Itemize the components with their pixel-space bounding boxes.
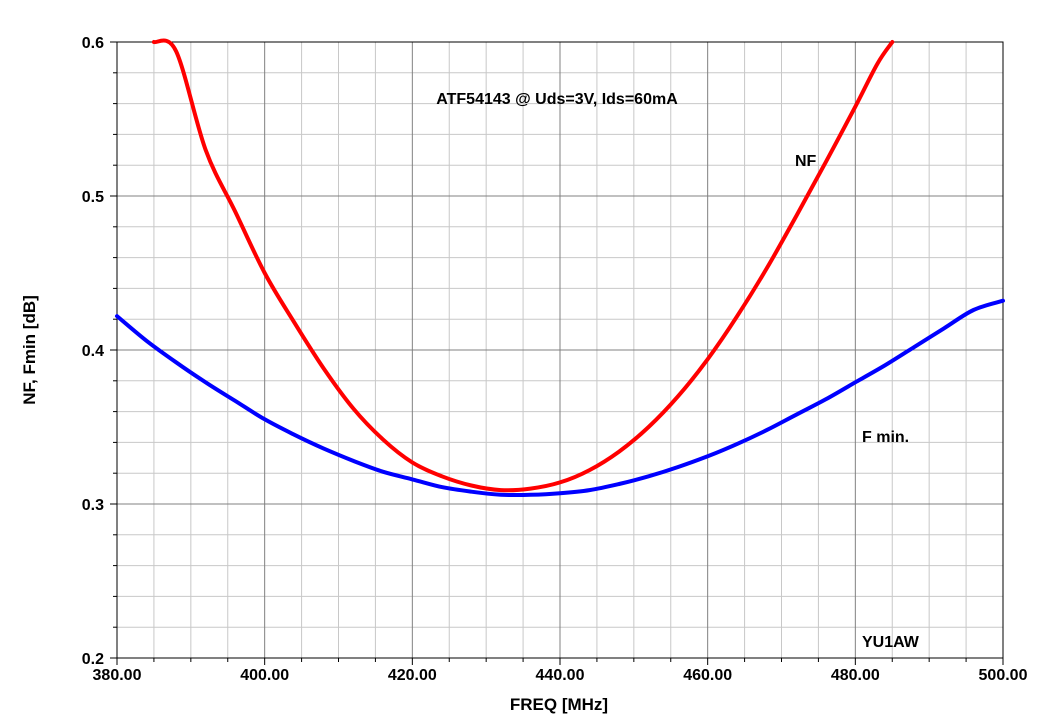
- x-tick-label: 480.00: [831, 667, 880, 684]
- x-axis-label: FREQ [MHz]: [510, 695, 608, 714]
- x-tick-label: 380.00: [93, 667, 142, 684]
- series-label-nf: NF: [795, 153, 817, 170]
- y-tick-label: 0.2: [82, 651, 104, 668]
- y-tick-label: 0.5: [82, 189, 104, 206]
- chart-title: ATF54143 @ Uds=3V, Ids=60mA: [436, 91, 678, 108]
- x-tick-label: 400.00: [240, 667, 289, 684]
- x-tick-label: 420.00: [388, 667, 437, 684]
- y-tick-label: 0.3: [82, 497, 104, 514]
- y-tick-label: 0.6: [82, 35, 104, 52]
- y-tick-label: 0.4: [82, 343, 104, 360]
- y-axis-label: NF, Fmin [dB]: [20, 295, 39, 405]
- x-tick-label: 500.00: [979, 667, 1028, 684]
- x-tick-label: 460.00: [683, 667, 732, 684]
- series-line-nf: [151, 38, 895, 493]
- axis-ticks: [110, 41, 1004, 665]
- author-watermark: YU1AW: [862, 634, 920, 651]
- series-line-fmin: [115, 298, 1005, 498]
- series-layer: [115, 38, 1005, 498]
- tick-labels: 380.00 400.00 420.00 440.00 460.00 480.00 500.…: [82, 35, 1028, 684]
- series-label-fmin: F min.: [862, 429, 909, 446]
- x-tick-label: 440.00: [536, 667, 585, 684]
